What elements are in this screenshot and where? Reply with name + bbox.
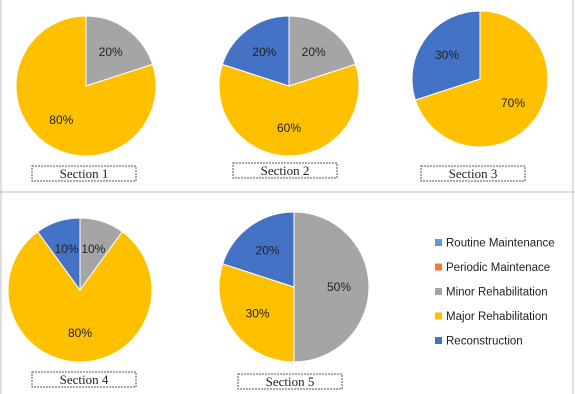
slice-data-label: 70% xyxy=(501,96,525,110)
legend-label: Reconstruction xyxy=(446,336,523,348)
pie-slice xyxy=(7,231,153,363)
pie-slice xyxy=(414,10,549,148)
pie-section-1: 20% 80% Section 1 xyxy=(15,15,157,182)
legend-swatch xyxy=(435,337,442,344)
slice-data-label: 30% xyxy=(435,48,459,62)
pie-section-4: 10% 80% 10% Section 4 xyxy=(7,217,153,388)
pie-slice xyxy=(221,15,290,87)
slice-data-label: 80% xyxy=(49,113,73,127)
legend-item: Routine Maintenance xyxy=(435,238,555,250)
legend-item: Minor Rehabilitation xyxy=(435,287,548,299)
pie-slice xyxy=(36,217,81,292)
pie-slice xyxy=(15,15,157,157)
slice-data-label: 20% xyxy=(302,45,326,59)
pie-slice xyxy=(218,263,295,363)
pie-slice xyxy=(85,15,154,87)
section-caption-box xyxy=(31,165,137,182)
slice-data-label: 10% xyxy=(81,242,105,256)
legend-item: Major Rehabilitation xyxy=(435,311,548,323)
pie-slice xyxy=(218,63,360,157)
slice-data-label: 80% xyxy=(68,326,92,340)
legend-label: Major Rehabilitation xyxy=(446,311,548,323)
pie-slice xyxy=(411,10,481,101)
section-caption: Section 5 xyxy=(266,374,315,389)
legend-swatch xyxy=(435,263,442,271)
slice-data-label: 10% xyxy=(55,242,79,256)
legend-label: Routine Maintenance xyxy=(446,238,555,250)
slice-data-label: 60% xyxy=(277,121,301,135)
section-caption: Section 4 xyxy=(60,372,109,387)
section-caption: Section 2 xyxy=(261,163,310,178)
section-caption: Section 1 xyxy=(60,166,109,181)
slice-data-label: 20% xyxy=(256,244,280,258)
slice-data-label: 20% xyxy=(99,45,123,59)
legend-swatch xyxy=(435,288,442,295)
slice-data-label: 50% xyxy=(327,280,351,294)
section-caption: Section 3 xyxy=(449,166,498,181)
section-caption-box xyxy=(237,373,343,390)
pie-slice xyxy=(222,211,295,288)
section-caption-box xyxy=(31,371,137,388)
legend-swatch xyxy=(435,239,442,246)
pie-section-3: 70% 30% Section 3 xyxy=(411,10,549,182)
pie-slice xyxy=(293,211,370,363)
legend-item: Periodic Maintenace xyxy=(435,262,550,274)
pie-section-5: 50% 30% 20% Section 5 xyxy=(218,211,370,390)
legend-item: Reconstruction xyxy=(435,336,523,348)
legend-swatch xyxy=(435,312,442,320)
pie-slice xyxy=(288,15,357,87)
pie-section-2: 20% 60% 20% Section 2 xyxy=(218,15,360,179)
slice-data-label: 20% xyxy=(252,45,276,59)
slice-data-label: 30% xyxy=(246,306,270,320)
legend-label: Minor Rehabilitation xyxy=(446,287,548,299)
section-caption-box xyxy=(420,165,526,182)
section-caption-box xyxy=(232,162,338,179)
legend: Routine Maintenance Periodic Maintenace Mi… xyxy=(435,238,555,348)
pies-group: 20% 80% Section 1 20% 60% 20% Section 2 70% 30% S… xyxy=(7,10,549,390)
legend-label: Periodic Maintenace xyxy=(446,262,550,274)
